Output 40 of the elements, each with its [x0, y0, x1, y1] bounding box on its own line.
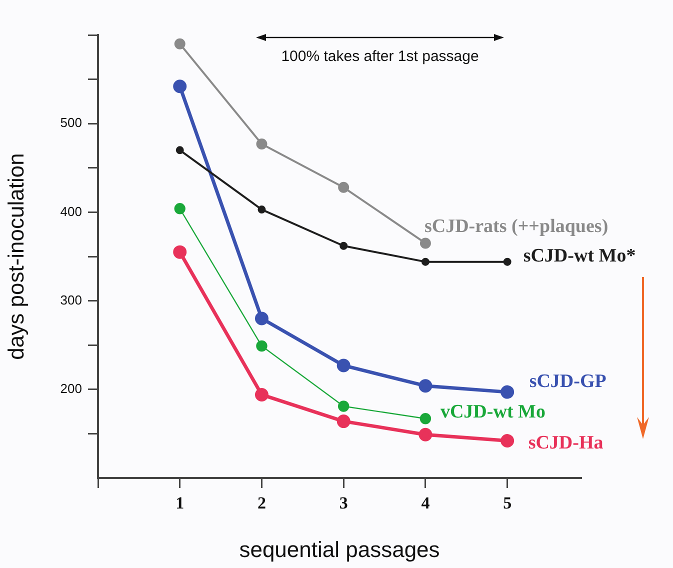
- point: [174, 38, 186, 50]
- point: [340, 242, 348, 250]
- point: [338, 182, 350, 193]
- point: [338, 400, 350, 412]
- point: [336, 414, 350, 428]
- series-label: sCJD-wt Mo*: [523, 246, 636, 267]
- series-label: sCJD-GP: [529, 370, 607, 392]
- point: [418, 379, 432, 393]
- point: [500, 434, 514, 448]
- point: [500, 385, 514, 399]
- point: [254, 312, 268, 326]
- x-tick-label: 3: [339, 494, 348, 513]
- point: [173, 80, 187, 94]
- x-tick-label: 1: [176, 494, 184, 513]
- series-label: sCJD-rats (++plaques): [424, 216, 608, 238]
- x-axis-title: sequential passages: [239, 536, 440, 562]
- x-tick-label: 2: [257, 494, 266, 513]
- point: [420, 238, 431, 249]
- x-tick-label: 5: [503, 494, 512, 513]
- y-tick-label: 400: [60, 204, 82, 219]
- x-tick-label: 4: [421, 494, 430, 513]
- point: [176, 146, 184, 154]
- y-tick-label: 300: [60, 292, 82, 308]
- point: [420, 413, 432, 424]
- point: [256, 340, 268, 352]
- y-tick-label: 500: [60, 115, 82, 130]
- series-label: sCJD-Ha: [528, 432, 604, 454]
- point: [418, 428, 432, 442]
- point: [258, 206, 266, 214]
- point: [421, 258, 430, 266]
- point: [254, 388, 268, 402]
- point: [336, 358, 350, 372]
- y-tick-label: 200: [60, 380, 82, 396]
- annotation: 100% takes after 1st passage: [280, 48, 480, 65]
- point: [503, 258, 512, 266]
- point: [173, 245, 187, 259]
- point: [174, 203, 186, 214]
- point: [256, 138, 268, 150]
- y-axis-title: days post-inoculation: [3, 153, 28, 360]
- series-label: vCJD-wt Mo: [440, 402, 546, 423]
